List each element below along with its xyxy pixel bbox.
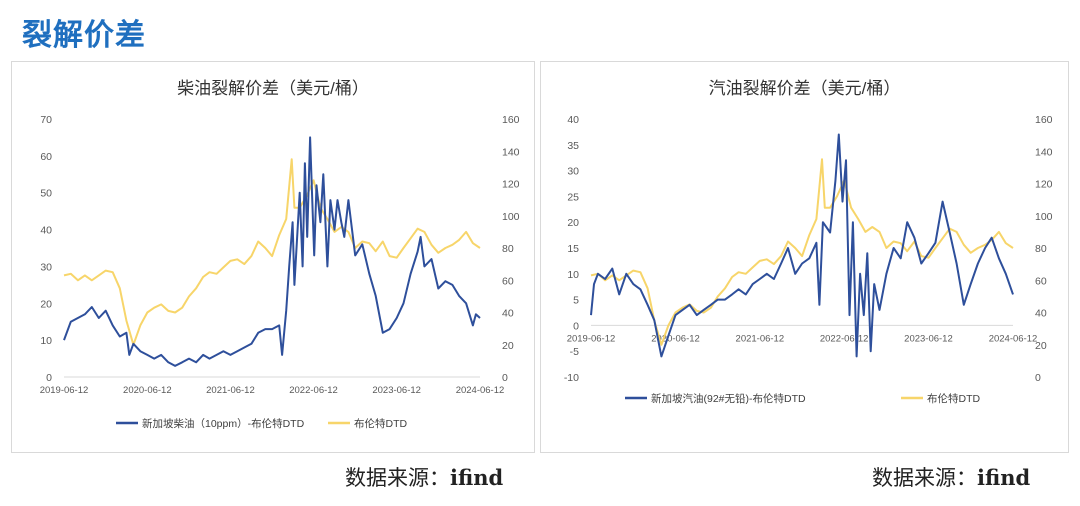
- x-tick-label: 2020-06-12: [123, 385, 172, 396]
- y-right-tick-label: 100: [1035, 211, 1053, 223]
- legend-label: 布伦特DTD: [927, 392, 980, 405]
- y-right-tick-label: 100: [502, 211, 520, 223]
- x-tick-label: 2020-06-12: [651, 333, 700, 344]
- x-tick-label: 2023-06-12: [904, 333, 953, 344]
- y-right-tick-label: 20: [1035, 340, 1047, 352]
- x-tick-label: 2021-06-12: [736, 333, 785, 344]
- y-right-tick-label: 160: [1035, 114, 1053, 126]
- y-right-tick-label: 80: [502, 243, 514, 255]
- chart-title: 汽油裂解价差（美元/桶）: [708, 79, 901, 98]
- x-tick-label: 2023-06-12: [372, 385, 421, 396]
- series-line-crack-spread: [590, 133, 1014, 358]
- legend-label: 新加坡柴油（10ppm）-布伦特DTD: [142, 417, 305, 430]
- x-tick-label: 2022-06-12: [820, 333, 869, 344]
- y-left-tick-label: 15: [567, 243, 579, 255]
- legend-label: 新加坡汽油(92#无铅)-布伦特DTD: [651, 392, 806, 405]
- x-tick-label: 2019-06-12: [567, 333, 616, 344]
- y-right-tick-label: 40: [502, 308, 514, 320]
- legend-label: 布伦特DTD: [354, 417, 407, 430]
- diesel-crack-chart: 0 10 20 30 40 50 60 70 0 20 40 60 80 100 120 140 160 2019…: [40, 114, 520, 430]
- y-left-tick-label: 25: [567, 191, 579, 203]
- y-right-tick-label: 20: [502, 340, 514, 352]
- y-right-tick-label: 80: [1035, 243, 1047, 255]
- y-left-tick-label: 10: [567, 269, 579, 281]
- x-tick-label: 2021-06-12: [206, 385, 255, 396]
- diesel-crack-chart-panel: 柴油裂解价差（美元/桶） 0 10 20 30 40 50 60 70 0 20 40 60 80 100…: [11, 61, 535, 453]
- data-source-note: 数据来源：ifind: [872, 462, 1030, 492]
- x-tick-label: 2024-06-12: [989, 333, 1038, 344]
- y-left-tick-label: 5: [573, 295, 579, 307]
- y-right-tick-label: 140: [502, 146, 520, 158]
- series-line-crack-spread: [63, 136, 481, 367]
- y-left-tick-label: 50: [40, 188, 52, 200]
- y-right-tick-label: 60: [502, 275, 514, 287]
- x-tick-label: 2022-06-12: [289, 385, 338, 396]
- y-left-tick-label: -5: [570, 346, 579, 358]
- y-right-tick-label: 0: [1035, 372, 1041, 384]
- chart-title: 柴油裂解价差（美元/桶）: [177, 79, 369, 98]
- source-label: 数据来源：: [345, 466, 450, 490]
- x-tick-label: 2019-06-12: [40, 385, 89, 396]
- series-line-brent: [63, 158, 481, 346]
- source-value: ifind: [977, 465, 1031, 490]
- page-title: 裂解价差: [22, 19, 146, 52]
- y-left-tick-label: 60: [40, 151, 52, 163]
- source-label: 数据来源：: [872, 466, 977, 490]
- y-right-tick-label: 120: [502, 179, 520, 191]
- y-left-tick-label: 70: [40, 114, 52, 126]
- y-left-tick-label: 0: [573, 320, 579, 332]
- y-left-tick-label: 35: [567, 140, 579, 152]
- y-left-tick-label: 40: [567, 114, 579, 126]
- y-left-tick-label: 40: [40, 225, 52, 237]
- y-left-tick-label: 30: [567, 166, 579, 178]
- series-line-brent: [590, 158, 1014, 346]
- y-left-tick-label: 20: [567, 217, 579, 229]
- gasoline-crack-chart: -10 -5 0 5 10 15 20 25 30 35 40 0 20 40 60 80 100 120 140 1…: [564, 114, 1053, 405]
- y-right-tick-label: 0: [502, 372, 508, 384]
- gasoline-crack-chart-panel: 汽油裂解价差（美元/桶） -10 -5 0 5 10 15 20 25 30 35 40 0 20 40 6…: [540, 61, 1069, 453]
- source-value: ifind: [450, 465, 504, 490]
- y-right-tick-label: 140: [1035, 146, 1053, 158]
- y-right-tick-label: 120: [1035, 179, 1053, 191]
- y-left-tick-label: 30: [40, 261, 52, 273]
- y-left-tick-label: -10: [564, 372, 579, 384]
- y-left-tick-label: 20: [40, 298, 52, 310]
- y-right-tick-label: 160: [502, 114, 520, 126]
- x-tick-label: 2024-06-12: [456, 385, 505, 396]
- y-right-tick-label: 60: [1035, 275, 1047, 287]
- y-left-tick-label: 10: [40, 335, 52, 347]
- y-left-tick-label: 0: [46, 372, 52, 384]
- y-right-tick-label: 40: [1035, 308, 1047, 320]
- data-source-note: 数据来源：ifind: [345, 462, 503, 492]
